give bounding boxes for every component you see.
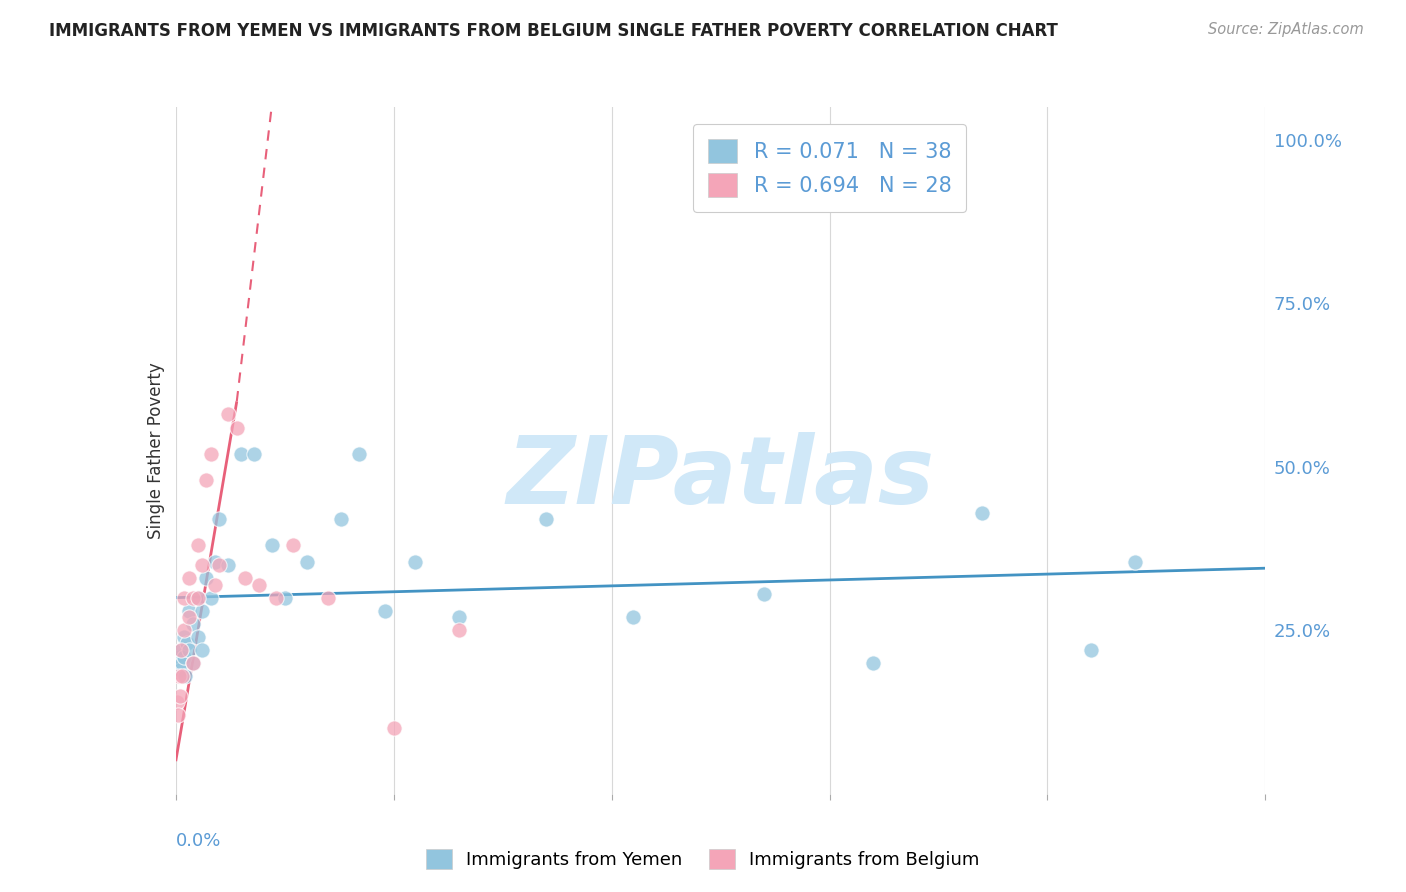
Point <box>186 538 209 552</box>
Point <box>347 447 370 461</box>
Point <box>1080 643 1102 657</box>
Point <box>208 512 231 526</box>
Point <box>177 610 200 624</box>
Point <box>447 624 470 638</box>
Point <box>200 591 222 605</box>
Point <box>172 656 194 670</box>
Point <box>191 604 214 618</box>
Point <box>169 689 191 703</box>
Point <box>204 577 226 591</box>
Point <box>177 643 200 657</box>
Point <box>318 591 340 605</box>
Point <box>186 630 209 644</box>
Point <box>970 506 993 520</box>
Point <box>295 555 318 569</box>
Text: Source: ZipAtlas.com: Source: ZipAtlas.com <box>1208 22 1364 37</box>
Point <box>274 591 297 605</box>
Text: IMMIGRANTS FROM YEMEN VS IMMIGRANTS FROM BELGIUM SINGLE FATHER POVERTY CORRELATI: IMMIGRANTS FROM YEMEN VS IMMIGRANTS FROM… <box>49 22 1059 40</box>
Text: 0.0%: 0.0% <box>176 831 221 850</box>
Point <box>177 604 200 618</box>
Point <box>167 649 190 664</box>
Point <box>330 512 353 526</box>
Point <box>264 591 287 605</box>
Point <box>283 538 305 552</box>
Point <box>754 587 776 601</box>
Point <box>177 571 200 585</box>
Point <box>621 610 644 624</box>
Point <box>170 643 193 657</box>
Point <box>173 624 195 638</box>
Point <box>181 656 204 670</box>
Point <box>382 722 405 736</box>
Point <box>174 669 197 683</box>
Point <box>195 571 218 585</box>
Point <box>243 447 266 461</box>
Point <box>181 616 204 631</box>
Point <box>862 656 884 670</box>
Point <box>260 538 283 552</box>
Point <box>208 558 231 572</box>
Point <box>166 695 188 709</box>
Point <box>1123 555 1146 569</box>
Point <box>217 558 239 572</box>
Legend: R = 0.071   N = 38, R = 0.694   N = 28: R = 0.071 N = 38, R = 0.694 N = 28 <box>693 124 966 212</box>
Legend: Immigrants from Yemen, Immigrants from Belgium: Immigrants from Yemen, Immigrants from B… <box>418 839 988 879</box>
Point <box>374 604 396 618</box>
Point <box>191 643 214 657</box>
Point <box>173 649 195 664</box>
Point <box>247 577 270 591</box>
Point <box>181 591 204 605</box>
Point <box>204 555 226 569</box>
Point <box>176 636 198 650</box>
Point <box>231 447 253 461</box>
Point <box>173 630 195 644</box>
Point <box>169 663 191 677</box>
Point <box>170 643 193 657</box>
Point <box>447 610 470 624</box>
Point <box>405 555 427 569</box>
Point <box>191 558 214 572</box>
Point <box>186 591 209 605</box>
Point <box>181 656 204 670</box>
Point <box>225 420 247 434</box>
Point <box>200 447 222 461</box>
Text: ZIPatlas: ZIPatlas <box>506 432 935 524</box>
Point <box>186 591 209 605</box>
Point <box>173 591 195 605</box>
Point <box>534 512 557 526</box>
Point <box>195 473 218 487</box>
Point <box>172 669 194 683</box>
Point <box>235 571 257 585</box>
Y-axis label: Single Father Poverty: Single Father Poverty <box>146 362 165 539</box>
Point <box>217 408 239 422</box>
Point <box>167 669 190 683</box>
Point <box>167 708 190 723</box>
